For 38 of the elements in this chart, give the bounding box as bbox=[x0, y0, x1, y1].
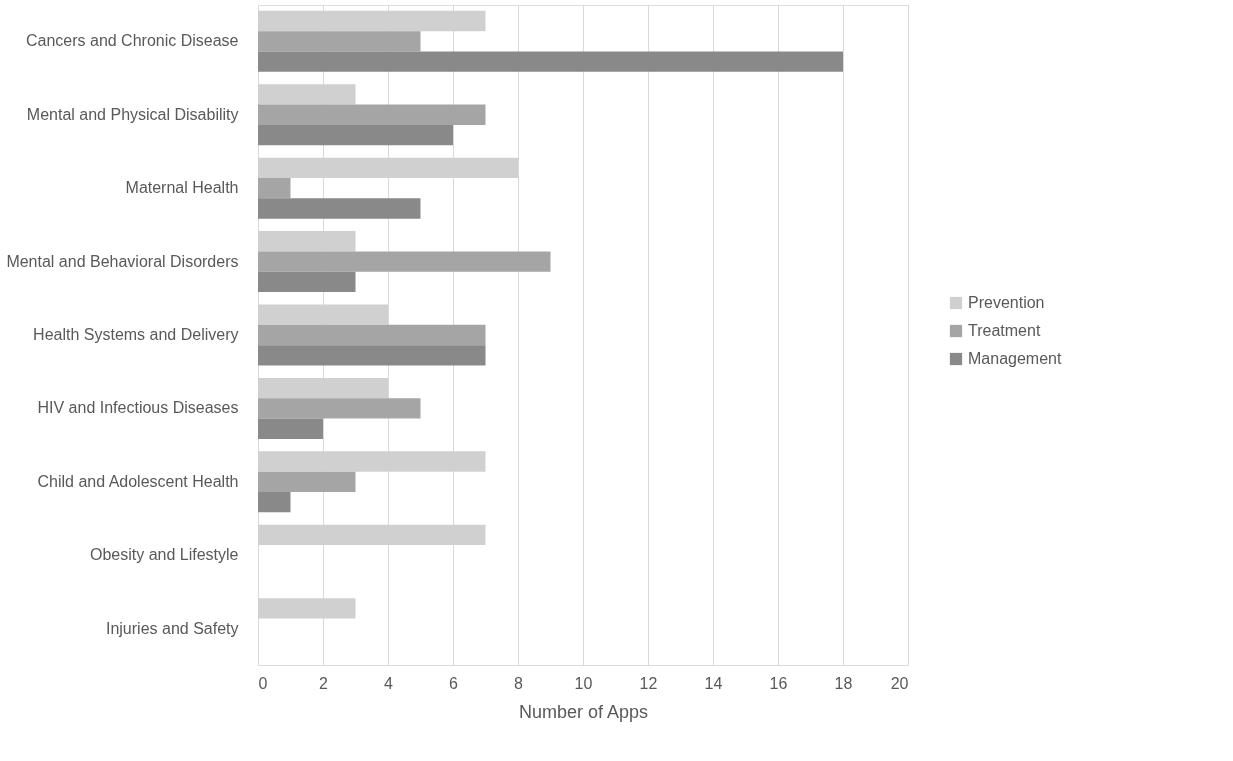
x-axis-title: Number of Apps bbox=[518, 701, 649, 722]
y-tick-label: Child and Adolescent Health bbox=[37, 472, 239, 490]
bar bbox=[258, 251, 551, 272]
x-tick-label: 6 bbox=[449, 674, 459, 692]
bar bbox=[258, 104, 486, 125]
x-tick-label: 14 bbox=[704, 674, 723, 692]
x-tick-label: 12 bbox=[639, 674, 658, 692]
y-tick-label: Injuries and Safety bbox=[105, 619, 239, 637]
legend-label: Prevention bbox=[968, 294, 1045, 311]
bar bbox=[258, 471, 356, 492]
legend-label: Management bbox=[968, 350, 1062, 367]
bar bbox=[258, 398, 421, 419]
x-tick-label: 10 bbox=[574, 674, 593, 692]
bar bbox=[258, 345, 486, 366]
y-tick-label: Mental and Physical Disability bbox=[26, 105, 239, 123]
x-tick-label: 20 bbox=[890, 674, 909, 692]
x-tick-label: 2 bbox=[319, 674, 329, 692]
bar bbox=[258, 124, 453, 146]
bar bbox=[258, 31, 421, 52]
y-tick-label: Mental and Behavioral Disorders bbox=[6, 252, 239, 270]
x-tick-label: 4 bbox=[384, 674, 394, 692]
y-tick-label: Maternal Health bbox=[125, 179, 239, 197]
x-tick-label: 8 bbox=[514, 674, 524, 692]
bar bbox=[258, 324, 486, 346]
bar bbox=[258, 198, 421, 219]
y-tick-label: Obesity and Lifestyle bbox=[89, 546, 239, 564]
bar bbox=[258, 491, 291, 513]
y-tick-label: HIV and Infectious Diseases bbox=[37, 399, 239, 417]
legend-label: Treatment bbox=[968, 322, 1041, 339]
bar bbox=[258, 178, 291, 199]
y-tick-label: Health Systems and Delivery bbox=[33, 326, 239, 343]
bar bbox=[258, 51, 843, 72]
x-tick-label: 0 bbox=[258, 674, 268, 692]
bar bbox=[258, 271, 356, 293]
bar bbox=[258, 418, 323, 439]
x-tick-label: 16 bbox=[769, 674, 788, 692]
y-tick-label: Cancers and Chronic Disease bbox=[25, 32, 239, 50]
x-tick-label: 18 bbox=[834, 674, 853, 692]
